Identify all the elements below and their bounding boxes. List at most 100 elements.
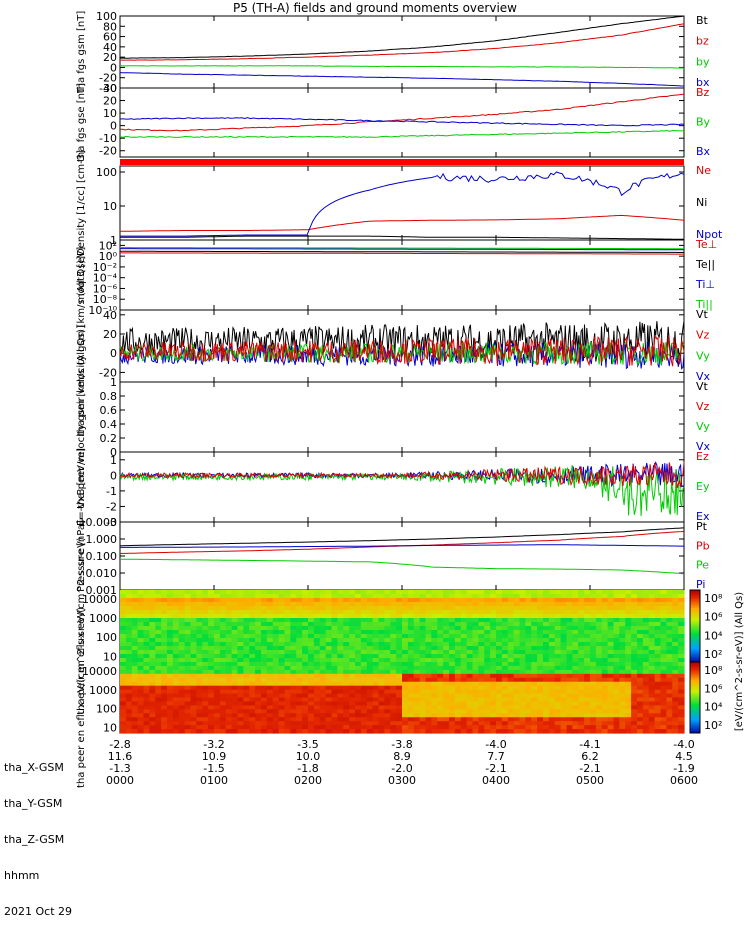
spectrogram-cell <box>631 713 638 718</box>
spectrogram-cell <box>272 638 280 643</box>
spectrogram-cell <box>531 638 538 643</box>
spectrogram-cell <box>631 681 638 687</box>
spectrogram-cell <box>196 638 203 643</box>
spectrogram-cell <box>261 618 268 623</box>
spectrogram-cell <box>443 626 450 631</box>
spectrogram-cell <box>642 650 650 655</box>
spectrogram-cell <box>431 650 438 655</box>
spectrogram-cell <box>478 654 485 659</box>
spectrogram-cell <box>466 717 474 722</box>
spectrogram-cell <box>355 717 362 722</box>
spectrogram-cell <box>637 673 644 679</box>
spectrogram-cell <box>566 725 573 730</box>
spectrogram-cell <box>460 725 468 730</box>
spectrogram-cell <box>501 713 509 718</box>
spectrogram-cell <box>349 717 356 722</box>
spectrogram-cell <box>384 610 391 615</box>
spectrogram-cell <box>625 705 632 710</box>
spectrogram-cell <box>214 729 221 734</box>
spectrogram-cell <box>331 693 338 699</box>
colorbar-segment <box>690 593 700 596</box>
spectrogram-cell <box>137 709 145 714</box>
spectrogram-cell <box>531 610 538 615</box>
spectrogram-cell <box>613 598 620 603</box>
spectrogram-cell <box>572 693 579 699</box>
spectrogram-cell <box>266 669 274 675</box>
spectrogram-cell <box>619 630 626 635</box>
spectrogram-cell <box>366 693 374 699</box>
spectrogram-cell <box>396 709 403 714</box>
spectrogram-cell <box>619 598 626 603</box>
spectrogram-cell <box>202 665 209 671</box>
spectrogram-cell <box>537 662 544 667</box>
colorbar-segment <box>690 636 700 640</box>
spectrogram-cell <box>437 693 444 699</box>
spectrogram-cell <box>578 685 585 691</box>
panel-frame <box>119 451 685 523</box>
spectrogram-cell <box>308 693 315 699</box>
spectrogram-cell <box>190 697 197 703</box>
spectrogram-cell <box>507 717 515 722</box>
spectrogram-cell <box>513 646 521 651</box>
colorbar-segment <box>690 686 700 690</box>
spectrogram-cell <box>319 693 327 699</box>
spectrogram-cell <box>407 606 415 611</box>
spectrogram-cell <box>214 610 221 615</box>
spectrogram-cell <box>172 693 180 699</box>
spectrogram-cell <box>231 626 239 631</box>
spectrogram-cell <box>478 606 485 611</box>
spectrogram-cell <box>125 685 133 691</box>
spectrogram-cell <box>660 610 667 615</box>
spectrogram-cell <box>172 713 180 718</box>
spectrogram-cell <box>660 705 667 710</box>
spectrogram-cell <box>595 717 603 722</box>
spectrogram-cell <box>313 725 321 730</box>
spectrogram-cell <box>384 685 391 691</box>
spectrogram-cell <box>272 610 280 615</box>
spectrogram-cell <box>319 665 327 671</box>
spectrogram-cell <box>584 594 591 599</box>
spectrogram-cell <box>308 614 315 619</box>
spectrogram-cell <box>642 630 650 635</box>
spectrogram-cell <box>372 638 380 643</box>
spectrogram-cell <box>560 642 568 647</box>
spectrogram-cell <box>284 614 291 619</box>
spectrogram-cell <box>378 681 385 687</box>
spectrogram-cell <box>548 614 556 619</box>
spectrogram-cell <box>261 665 268 671</box>
spectrogram-cell <box>137 701 145 706</box>
spectrogram-cell <box>490 669 497 675</box>
spectrogram-cell <box>190 713 197 718</box>
spectrogram-cell <box>407 709 415 714</box>
spectrogram-cell <box>290 665 297 671</box>
spectrogram-cell <box>337 721 344 726</box>
spectrogram-cell <box>214 681 221 687</box>
spectrogram-cell <box>396 713 403 718</box>
spectrogram-cell <box>531 673 538 679</box>
spectrogram-cell <box>120 721 127 726</box>
spectrogram-cell <box>308 594 315 599</box>
spectrogram-cell <box>678 725 685 730</box>
spectrogram-cell <box>648 681 656 687</box>
spectrogram-cell <box>366 630 374 635</box>
spectrogram-cell <box>513 606 521 611</box>
spectrogram-cell <box>149 618 156 623</box>
spectrogram-cell <box>190 681 197 687</box>
spectrogram-cell <box>196 658 203 663</box>
spectrogram-cell <box>237 677 244 683</box>
spectrogram-cell <box>590 590 597 595</box>
spectrogram-cell <box>302 650 309 655</box>
spectrogram-cell <box>155 693 162 699</box>
spectrogram-cell <box>384 717 391 722</box>
spectrogram-cell <box>355 677 362 683</box>
spectrogram-cell <box>284 673 291 679</box>
spectrogram-cell <box>390 602 397 607</box>
spectrogram-cell <box>237 598 244 603</box>
spectrogram-cell <box>419 689 427 695</box>
spectrogram-cell <box>137 650 145 655</box>
y-tick-label: 1000 <box>89 684 117 697</box>
spectrogram-cell <box>672 689 679 695</box>
spectrogram-cell <box>554 729 562 734</box>
spectrogram-cell <box>214 626 221 631</box>
spectrogram-cell <box>155 606 162 611</box>
